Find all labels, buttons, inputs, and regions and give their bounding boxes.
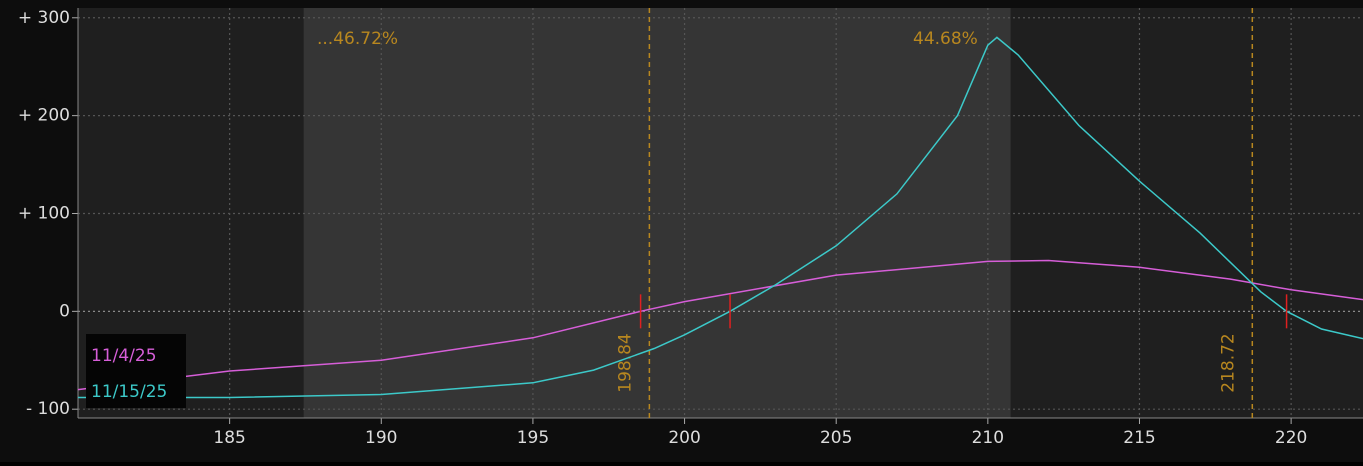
- x-tick-label: 210: [972, 428, 1004, 448]
- x-tick-label: 185: [213, 428, 245, 448]
- y-tick-label: + 300: [18, 8, 70, 28]
- vline-label: 218.72: [1218, 333, 1238, 392]
- legend-entry: 11/4/25: [91, 346, 157, 366]
- y-tick-label: + 200: [18, 106, 70, 126]
- annotation: ...46.72%: [317, 29, 398, 49]
- legend: 11/4/25 11/15/25: [86, 334, 186, 408]
- y-tick-label: 0: [59, 301, 70, 321]
- shaded-range: [303, 8, 1011, 418]
- y-tick-label: + 100: [18, 203, 70, 223]
- legend-box: [86, 334, 186, 408]
- x-tick-label: 205: [820, 428, 852, 448]
- vline-label: 198.84: [615, 333, 635, 392]
- annotation: 44.68%: [913, 29, 978, 49]
- legend-entry: 11/15/25: [91, 382, 167, 402]
- x-tick-label: 200: [668, 428, 700, 448]
- x-tick-label: 215: [1123, 428, 1155, 448]
- x-tick-label: 190: [365, 428, 397, 448]
- series-line: [77, 259, 1363, 391]
- y-tick-label: - 100: [26, 399, 70, 419]
- x-tick-label: 220: [1275, 428, 1307, 448]
- series-line: [78, 36, 1363, 399]
- x-tick-label: 195: [517, 428, 549, 448]
